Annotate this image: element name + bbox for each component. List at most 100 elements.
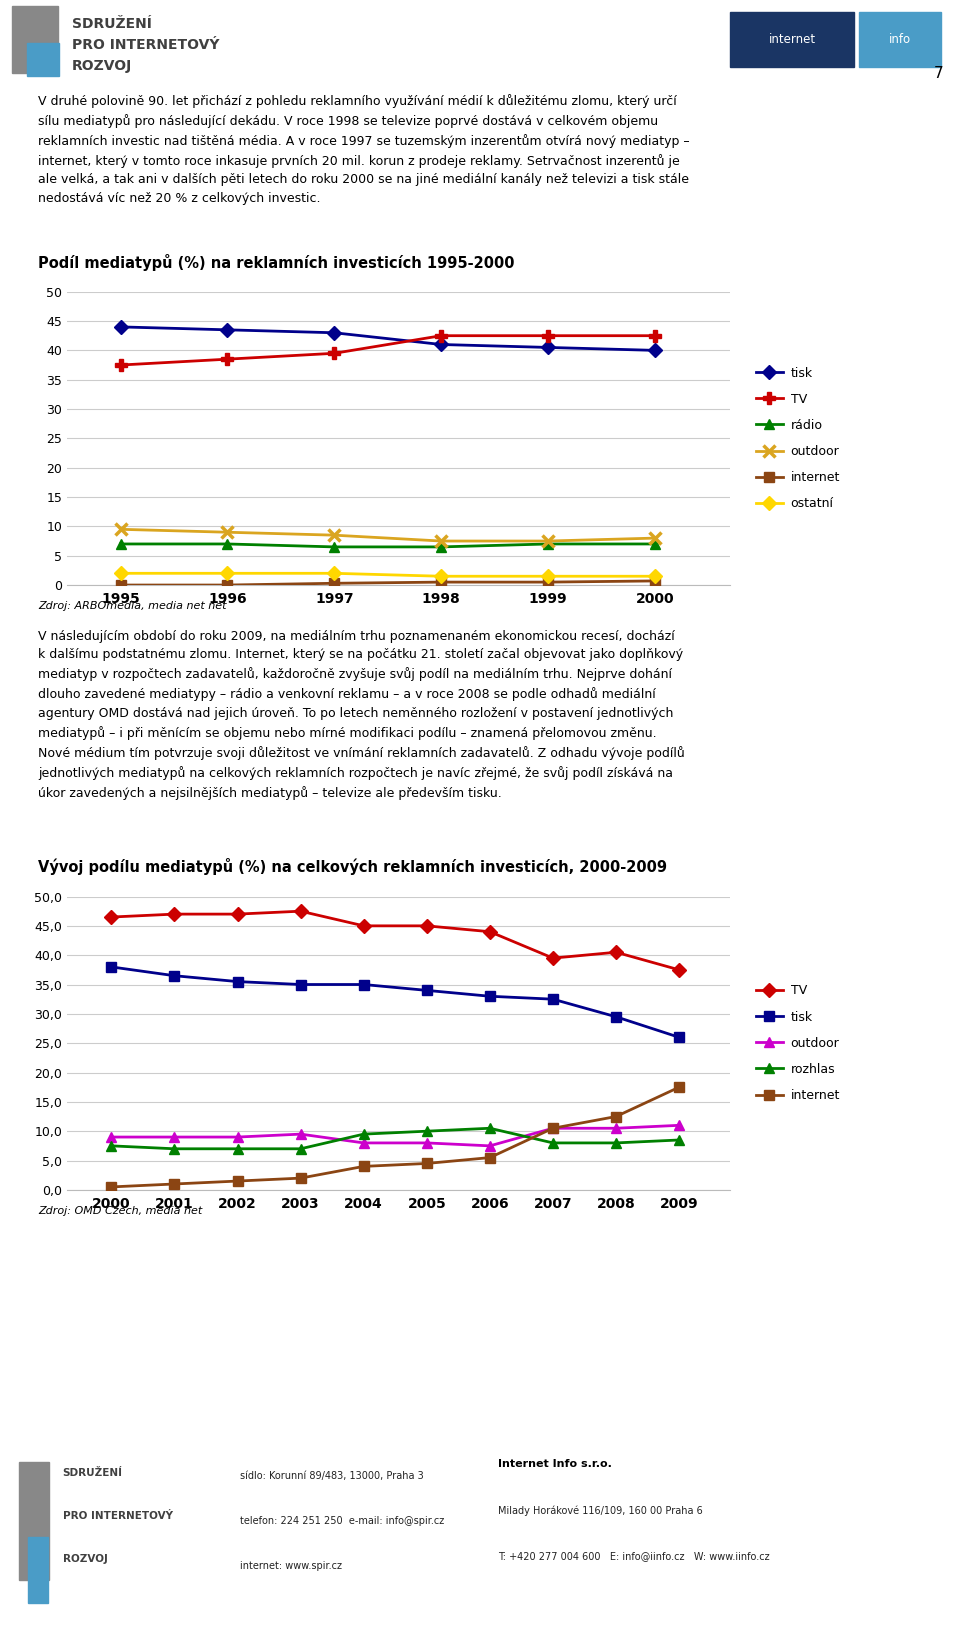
tisk [673,1027,684,1046]
Text: ROZVOJ: ROZVOJ [72,59,132,73]
TV [673,959,684,979]
rozhlas [484,1119,495,1139]
outdoor [649,529,660,549]
outdoor [484,1135,495,1155]
Line: internet: internet [116,577,660,590]
ostatní [115,564,127,583]
Text: internet: internet [768,33,816,46]
Legend: tisk, TV, rádio, outdoor, internet, ostatní: tisk, TV, rádio, outdoor, internet, osta… [756,366,840,511]
internet [328,574,340,593]
Text: telefon: 224 251 250  e-mail: info@spir.cz: telefon: 224 251 250 e-mail: info@spir.c… [240,1516,444,1526]
outdoor [547,1119,559,1139]
Text: T: +420 277 004 600   E: info@iinfo.cz   W: www.iinfo.cz: T: +420 277 004 600 E: info@iinfo.cz W: … [498,1551,770,1561]
Line: rádio: rádio [116,539,660,552]
rozhlas [358,1124,370,1144]
Text: Zdroj: ARBOmedia, media net net: Zdroj: ARBOmedia, media net net [38,602,227,611]
Text: Milady Horákové 116/109, 160 00 Praha 6: Milady Horákové 116/109, 160 00 Praha 6 [498,1506,703,1516]
TV [436,326,447,346]
TV [328,343,340,363]
tisk [328,323,340,343]
rozhlas [106,1135,117,1155]
internet [106,1177,117,1196]
rozhlas [673,1131,684,1150]
rozhlas [611,1134,622,1154]
TV [115,356,127,376]
tisk [115,316,127,336]
Line: TV: TV [107,906,684,974]
outdoor [231,1127,243,1147]
TV [231,905,243,925]
Text: info: info [888,33,911,46]
Text: PRO INTERNETOVÝ: PRO INTERNETOVÝ [72,38,220,53]
internet [231,1172,243,1192]
rádio [542,534,554,554]
rádio [115,534,127,554]
rozhlas [295,1139,306,1159]
outdoor [295,1124,306,1144]
Line: tisk: tisk [116,321,660,356]
outdoor [222,522,233,542]
internet [115,575,127,595]
Text: Vývoj podílu mediatypů (%) na celkových reklamních investicích, 2000-2009: Vývoj podílu mediatypů (%) na celkových … [38,857,667,875]
Bar [859,12,941,68]
tisk [484,987,495,1007]
tisk [547,989,559,1009]
TV [484,921,495,941]
tisk [169,966,180,986]
tisk [421,981,433,1000]
internet [542,572,554,592]
TV [649,326,660,346]
Text: Zdroj: OMD Czech, media net: Zdroj: OMD Czech, media net [38,1206,203,1216]
Bar [29,1536,48,1602]
outdoor [169,1127,180,1147]
rozhlas [231,1139,243,1159]
internet [484,1147,495,1167]
Bar [730,12,854,68]
Line: outdoor: outdoor [107,1121,684,1150]
Bar [19,1462,49,1580]
outdoor [358,1134,370,1154]
Text: Podíl mediatypů (%) na reklamních investicích 1995-2000: Podíl mediatypů (%) na reklamních invest… [38,254,515,272]
TV [222,349,233,369]
ostatní [222,564,233,583]
outdoor [328,526,340,545]
rádio [222,534,233,554]
internet [649,572,660,592]
Text: SDRUŽENÍ: SDRUŽENÍ [62,1468,123,1478]
outdoor [436,531,447,550]
internet [222,575,233,595]
TV [358,916,370,936]
internet [547,1119,559,1139]
Text: sídlo: Korunní 89/483, 13000, Praha 3: sídlo: Korunní 89/483, 13000, Praha 3 [240,1472,424,1482]
ostatní [436,567,447,587]
Line: rozhlas: rozhlas [107,1124,684,1154]
Bar [27,43,59,76]
Line: internet: internet [107,1083,684,1192]
rozhlas [547,1134,559,1154]
tisk [649,341,660,361]
outdoor [106,1127,117,1147]
Line: ostatní: ostatní [116,569,660,582]
TV [106,906,117,926]
internet [358,1157,370,1177]
tisk [231,972,243,992]
internet [421,1154,433,1173]
internet [295,1168,306,1188]
ostatní [328,564,340,583]
internet [611,1107,622,1127]
Text: PRO INTERNETOVÝ: PRO INTERNETOVÝ [62,1511,173,1521]
tisk [358,974,370,994]
TV [547,948,559,967]
rozhlas [169,1139,180,1159]
Text: Internet Info s.r.o.: Internet Info s.r.o. [498,1458,612,1468]
Bar [12,7,58,73]
rádio [436,537,447,557]
TV [542,326,554,346]
Line: TV: TV [115,330,660,371]
TV [611,943,622,962]
internet [169,1173,180,1193]
tisk [295,974,306,994]
tisk [106,957,117,977]
ostatní [542,567,554,587]
Text: ROZVOJ: ROZVOJ [62,1554,108,1564]
